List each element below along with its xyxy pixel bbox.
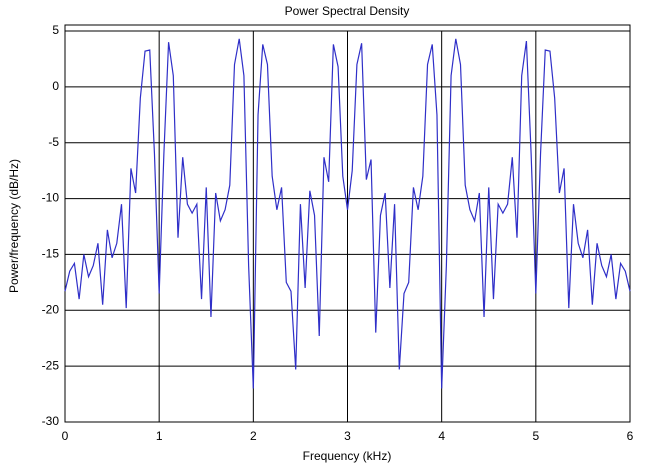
x-tick-label: 3 [344, 429, 351, 443]
chart-title: Power Spectral Density [285, 4, 410, 18]
x-axis-label: Frequency (kHz) [303, 449, 392, 463]
y-tick-label: 0 [52, 79, 59, 93]
x-tick-label: 5 [532, 429, 539, 443]
plot-frame [64, 24, 631, 423]
x-tick-label: 6 [627, 429, 634, 443]
x-tick-label: 2 [250, 429, 257, 443]
series-line [64, 38, 631, 389]
y-tick-label: -15 [42, 247, 60, 261]
y-tick-label: -5 [48, 135, 59, 149]
x-tick-label: 0 [62, 429, 69, 443]
x-tick-label: 1 [156, 429, 163, 443]
y-axis-label: Power/frequency (dB/Hz) [7, 159, 21, 293]
x-tick-label: 4 [438, 429, 445, 443]
y-tick-label: -25 [42, 358, 60, 372]
y-tick-label: -10 [42, 191, 60, 205]
y-tick-label: -20 [42, 302, 60, 316]
y-tick-label: 5 [52, 23, 59, 37]
y-tick-label: -30 [42, 414, 60, 428]
